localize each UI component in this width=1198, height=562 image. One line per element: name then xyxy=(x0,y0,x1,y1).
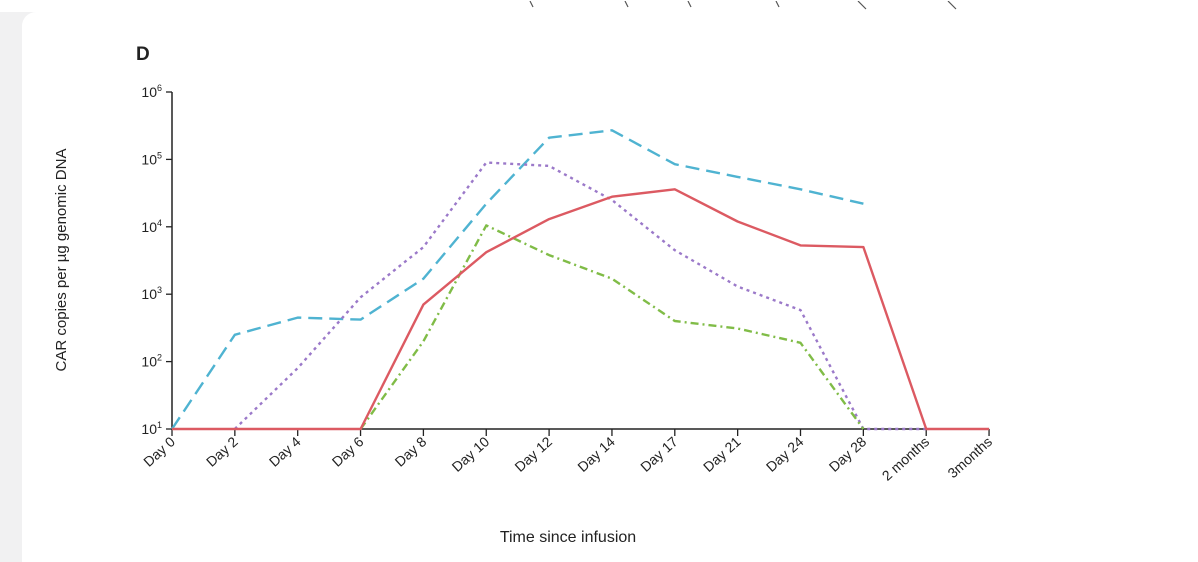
series-layer xyxy=(171,129,990,431)
y-tick-base: 10 xyxy=(141,151,157,167)
y-tick-label: 101 xyxy=(141,420,162,437)
y-tick-base: 10 xyxy=(141,286,157,302)
x-tick-label: Day 6 xyxy=(329,433,367,470)
series-line-2 xyxy=(233,161,927,431)
y-tick-base: 10 xyxy=(141,219,157,235)
y-tick-base: 10 xyxy=(141,421,157,437)
top-strip xyxy=(0,0,1198,12)
y-tick-exponent: 5 xyxy=(157,150,162,160)
series-line-1 xyxy=(171,129,864,430)
y-tick-label: 105 xyxy=(141,150,162,167)
x-tick-label: Day 24 xyxy=(763,433,807,475)
y-tick-exponent: 3 xyxy=(157,285,162,295)
x-axis-label: Time since infusion xyxy=(500,529,636,546)
y-tick-label: 106 xyxy=(141,83,162,100)
y-tick-label: 103 xyxy=(141,285,162,302)
x-tick-label: Day 17 xyxy=(637,433,681,475)
series-line-3 xyxy=(359,224,865,430)
y-tick-exponent: 6 xyxy=(157,83,162,93)
cropped-labels-above xyxy=(529,0,957,10)
y-tick-label: 104 xyxy=(141,218,162,235)
x-tick-label: Day 12 xyxy=(511,433,555,475)
y-axis-label: CAR copies per µg genomic DNA xyxy=(53,149,70,372)
figure-card xyxy=(22,12,1198,562)
x-tick-label: Day 8 xyxy=(392,433,430,470)
y-tick-label: 102 xyxy=(141,353,162,370)
x-tick-label: 3months xyxy=(944,433,995,481)
y-tick-exponent: 2 xyxy=(157,353,162,363)
y-tick-exponent: 4 xyxy=(157,218,162,228)
y-tick-base: 10 xyxy=(141,354,157,370)
x-tick-label: Day 4 xyxy=(266,433,304,470)
x-tick-label: Day 10 xyxy=(449,433,493,475)
x-tick-label: Day 14 xyxy=(574,433,618,475)
x-tick-label: Day 0 xyxy=(140,433,178,470)
y-tick-base: 10 xyxy=(141,84,157,100)
x-tick-label: Day 21 xyxy=(700,433,744,475)
panel-label: D xyxy=(136,44,150,65)
x-tick-label: Day 28 xyxy=(826,433,870,475)
series-line-4 xyxy=(172,188,990,431)
y-tick-exponent: 1 xyxy=(157,420,162,430)
x-tick-label: 2 months xyxy=(879,433,933,483)
x-tick-label: Day 2 xyxy=(203,433,241,470)
